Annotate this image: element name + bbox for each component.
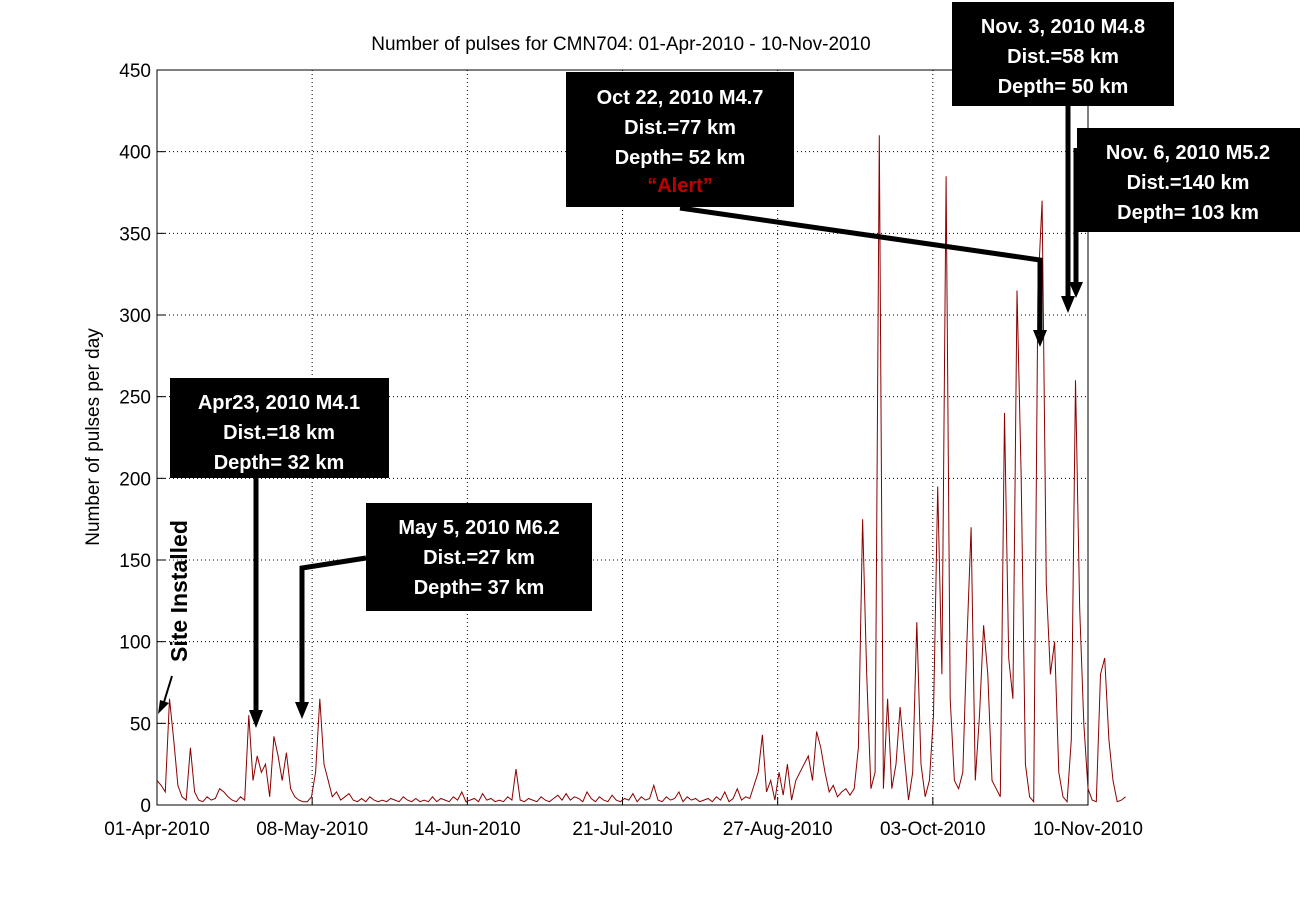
x-tick-label: 27-Aug-2010: [723, 819, 833, 840]
grid-lines: [157, 70, 1088, 805]
annotation-may5-line3: Depth= 37 km: [414, 577, 545, 599]
site-installed-arrow: [158, 675, 173, 714]
annotation-nov6-line2: Dist.=140 km: [1127, 172, 1250, 194]
arrow-nov3: [1061, 106, 1075, 313]
annotation-may5-line1: May 5, 2010 M6.2: [398, 517, 559, 539]
y-tick-label: 350: [119, 224, 151, 245]
arrow-may5: [295, 555, 367, 719]
annotation-oct22-alert: “Alert”: [647, 175, 713, 197]
y-tick-label: 150: [119, 551, 151, 572]
y-axis-label: Number of pulses per day: [83, 328, 104, 546]
annotation-oct22-line1: Oct 22, 2010 M4.7: [597, 87, 764, 109]
arrow-apr23: [249, 478, 263, 728]
annotation-apr23-line1: Apr23, 2010 M4.1: [198, 392, 360, 414]
series-line-0: [156, 135, 1126, 804]
annotation-oct22-line2: Dist.=77 km: [624, 117, 736, 139]
annotation-oct22: Oct 22, 2010 M4.7 Dist.=77 km Depth= 52 …: [566, 72, 794, 207]
chart-title: Number of pulses for CMN704: 01-Apr-2010…: [371, 34, 871, 55]
y-tick-label: 450: [119, 61, 151, 82]
series-line-group: [156, 135, 1126, 804]
y-axis-ticks: 0 50 100 150 200 250 300 350 400 450: [119, 61, 165, 817]
x-tick-label: 10-Nov-2010: [1033, 819, 1143, 840]
y-tick-label: 200: [119, 469, 151, 490]
x-tick-label: 21-Jul-2010: [572, 819, 672, 840]
annotation-nov3-line1: Nov. 3, 2010 M4.8: [981, 16, 1145, 38]
annotation-apr23-line2: Dist.=18 km: [223, 422, 335, 444]
x-tick-label: 03-Oct-2010: [880, 819, 986, 840]
annotation-nov6: Nov. 6, 2010 M5.2 Dist.=140 km Depth= 10…: [1077, 128, 1300, 232]
annotation-may5: May 5, 2010 M6.2 Dist.=27 km Depth= 37 k…: [366, 503, 592, 611]
x-tick-label: 08-May-2010: [256, 819, 368, 840]
annotation-nov6-line1: Nov. 6, 2010 M5.2: [1106, 142, 1270, 164]
x-axis-ticks: 01-Apr-2010 08-May-2010 14-Jun-2010 21-Jul-…: [104, 797, 1143, 840]
annotation-oct22-line3: Depth= 52 km: [615, 147, 746, 169]
y-tick-label: 400: [119, 143, 151, 164]
arrow-nov6: [1069, 148, 1083, 298]
x-tick-label: 14-Jun-2010: [414, 819, 521, 840]
site-installed-label: Site Installed: [166, 520, 192, 662]
annotation-may5-line2: Dist.=27 km: [423, 547, 535, 569]
arrow-oct22: [679, 205, 1047, 347]
annotation-nov3-line2: Dist.=58 km: [1007, 46, 1119, 68]
y-tick-label: 50: [130, 714, 151, 735]
annotation-nov3-line3: Depth= 50 km: [998, 76, 1129, 98]
x-tick-label: 01-Apr-2010: [104, 819, 210, 840]
y-tick-label: 300: [119, 306, 151, 327]
y-tick-label: 250: [119, 388, 151, 409]
y-tick-label: 0: [140, 796, 151, 817]
annotation-apr23: Apr23, 2010 M4.1 Dist.=18 km Depth= 32 k…: [170, 378, 389, 478]
annotation-apr23-line3: Depth= 32 km: [214, 452, 345, 474]
annotation-nov3: Nov. 3, 2010 M4.8 Dist.=58 km Depth= 50 …: [952, 2, 1174, 106]
y-tick-label: 100: [119, 633, 151, 654]
annotation-nov6-line3: Depth= 103 km: [1117, 202, 1259, 224]
